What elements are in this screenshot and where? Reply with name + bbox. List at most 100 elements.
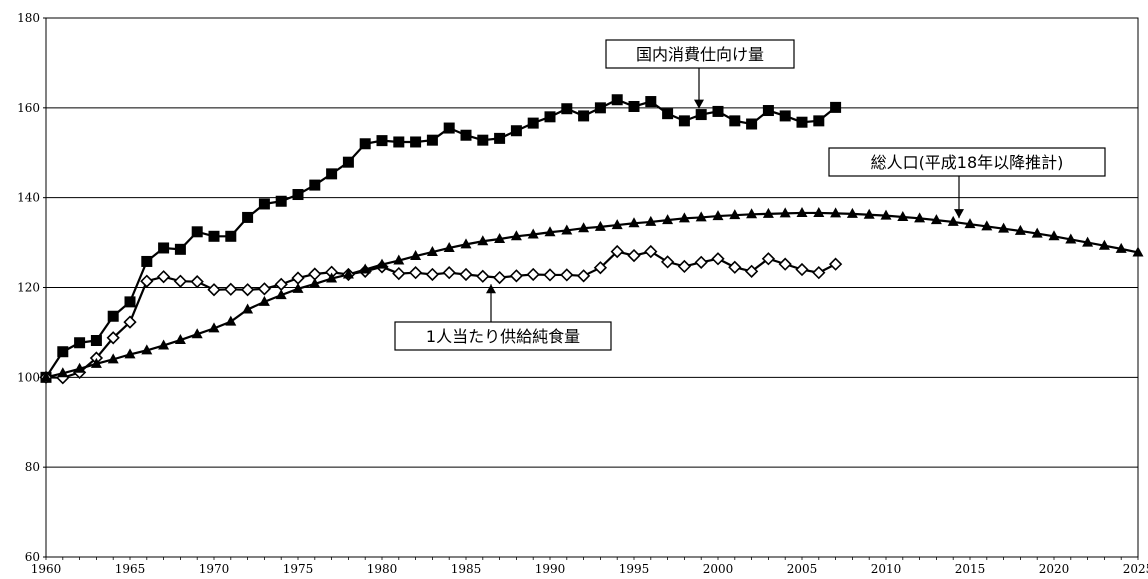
diamond-point bbox=[560, 268, 574, 282]
series-markers bbox=[39, 94, 1144, 385]
diamond-point bbox=[224, 282, 238, 296]
diamond-point bbox=[644, 244, 658, 259]
y-tick-label: 160 bbox=[17, 101, 40, 115]
triangle-point bbox=[309, 277, 321, 288]
triangle-point bbox=[1132, 246, 1144, 257]
diamond-point bbox=[761, 252, 776, 266]
square-point bbox=[141, 255, 153, 267]
y-tick-label: 140 bbox=[17, 191, 40, 205]
triangle-point bbox=[443, 241, 455, 252]
triangle-point bbox=[561, 224, 573, 235]
diamond-point bbox=[207, 283, 221, 297]
x-tick-label: 2015 bbox=[955, 562, 986, 576]
square-point bbox=[225, 230, 237, 242]
triangle-point bbox=[393, 254, 405, 265]
square-point bbox=[443, 122, 455, 134]
axes bbox=[43, 17, 1139, 560]
diamond-point bbox=[274, 277, 288, 291]
triangle-point bbox=[124, 348, 136, 359]
series-line-2 bbox=[45, 250, 837, 379]
annotation-label: 国内消費仕向け量 bbox=[636, 45, 764, 64]
square-point bbox=[57, 346, 69, 358]
x-tick-label: 1995 bbox=[619, 562, 650, 576]
triangle-point bbox=[376, 258, 388, 269]
y-tick-label: 60 bbox=[25, 550, 40, 564]
triangle-point bbox=[460, 238, 472, 249]
y-tick-label: 100 bbox=[17, 370, 40, 384]
square-point bbox=[107, 310, 119, 322]
square-point bbox=[90, 335, 102, 347]
diamond-point bbox=[392, 266, 406, 281]
triangle-point bbox=[40, 371, 52, 382]
triangle-point bbox=[897, 210, 909, 221]
y-tick-label: 180 bbox=[17, 11, 40, 25]
x-tick-label: 1965 bbox=[115, 562, 146, 576]
square-point bbox=[813, 115, 825, 127]
triangle-point bbox=[1048, 230, 1060, 241]
square-point bbox=[746, 118, 758, 130]
diamond-point bbox=[408, 266, 423, 280]
triangle-point bbox=[292, 282, 304, 293]
square-point bbox=[174, 243, 186, 255]
y-tick-label: 80 bbox=[25, 460, 40, 474]
square-point bbox=[645, 96, 657, 108]
diamond-point bbox=[694, 255, 708, 269]
annotation-box bbox=[605, 39, 795, 69]
square-point bbox=[376, 135, 388, 147]
square-point bbox=[762, 105, 774, 117]
square-point bbox=[796, 116, 808, 128]
x-tick-label: 1985 bbox=[451, 562, 482, 576]
diamond-point bbox=[459, 267, 473, 282]
diamond-point bbox=[576, 269, 591, 283]
diamond-point bbox=[476, 269, 490, 283]
diamond-point bbox=[308, 267, 322, 281]
diamond-point bbox=[795, 262, 809, 277]
triangle-point bbox=[527, 228, 539, 239]
square-point bbox=[729, 115, 741, 127]
triangle-point bbox=[746, 208, 758, 219]
square-point bbox=[477, 134, 489, 146]
diamond-point bbox=[240, 283, 255, 297]
triangle-point bbox=[208, 322, 220, 333]
diamond-point bbox=[828, 257, 843, 271]
diamond-point bbox=[190, 275, 204, 289]
triangle-point bbox=[326, 272, 338, 283]
diamond-point bbox=[140, 274, 154, 288]
triangle-point bbox=[57, 367, 69, 378]
triangle-point bbox=[729, 209, 741, 220]
diamond-point bbox=[812, 266, 826, 280]
square-point bbox=[830, 101, 842, 113]
square-point bbox=[158, 242, 170, 254]
square-point bbox=[527, 117, 539, 129]
triangle-point bbox=[830, 207, 842, 218]
diamond-point bbox=[744, 264, 759, 278]
square-point bbox=[292, 189, 304, 201]
diamond-point bbox=[677, 259, 692, 274]
diamond-point bbox=[106, 331, 120, 345]
x-tick-label: 1980 bbox=[367, 562, 398, 576]
triangle-point bbox=[947, 215, 959, 226]
triangle-point bbox=[275, 289, 287, 300]
diamond-point bbox=[492, 270, 507, 285]
square-point bbox=[74, 337, 86, 349]
annotation-label: 総人口(平成18年以降推計) bbox=[871, 153, 1064, 172]
triangle-point bbox=[410, 250, 422, 261]
triangle-point bbox=[611, 219, 623, 230]
square-point bbox=[662, 108, 674, 120]
triangle-point bbox=[225, 315, 237, 326]
square-point bbox=[258, 198, 270, 210]
square-point bbox=[326, 168, 338, 180]
annotation-box bbox=[394, 321, 612, 351]
diamond-point bbox=[509, 269, 524, 283]
square-point bbox=[678, 115, 690, 127]
triangle-point bbox=[342, 268, 354, 279]
square-point bbox=[359, 138, 371, 150]
x-tick-labels: 1960 1965 1970 1975 1980 1985 1990 1995 2000 2005… bbox=[31, 562, 1148, 576]
triangle-point bbox=[426, 246, 438, 257]
square-point bbox=[208, 230, 220, 242]
triangle-point bbox=[242, 303, 254, 314]
triangle-point bbox=[981, 220, 993, 231]
triangle-point bbox=[477, 235, 489, 246]
diamond-point bbox=[543, 268, 557, 282]
